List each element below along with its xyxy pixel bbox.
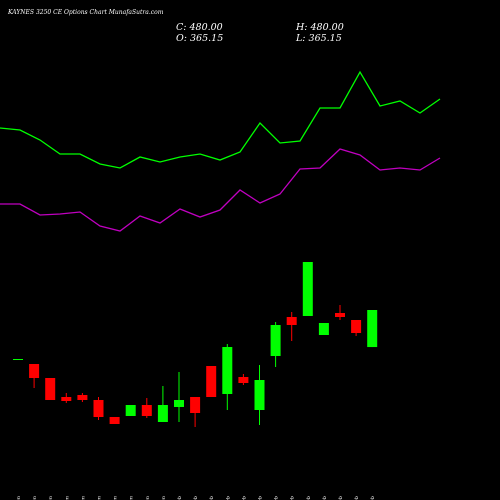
candle-body <box>157 405 168 422</box>
x-tick-label: 21 Jan <box>64 496 70 500</box>
x-tick-label: 10 Feb <box>274 496 280 500</box>
x-tick-label: 23 Jan <box>97 496 103 500</box>
x-tick-label: 06 Feb <box>241 496 247 500</box>
candle-body <box>335 313 345 317</box>
x-tick-label: 12 Feb <box>306 496 312 500</box>
candle-body <box>238 377 249 383</box>
x-tick-label: 01 Feb <box>177 496 183 500</box>
x-tick-label: 20 Jan <box>48 496 54 500</box>
x-tick-label: 28 Jan <box>129 496 135 500</box>
x-tick-label: 30 Jan <box>161 496 167 500</box>
x-tick-label: 07 Feb <box>258 496 264 500</box>
x-tick-label: 27 Jan <box>113 496 119 500</box>
x-tick-label: 18 Feb <box>370 496 376 500</box>
x-tick-label: 16 Jan <box>16 496 22 500</box>
candle-body <box>302 262 313 316</box>
ohlc-high: H: 480.00 <box>295 22 344 33</box>
x-tick-label: 11 Feb <box>290 496 296 500</box>
candle-body <box>174 400 184 407</box>
candle-body <box>206 366 217 397</box>
candle-body <box>254 380 265 410</box>
candle-body <box>270 325 281 356</box>
candle-body <box>351 320 362 333</box>
candle-body <box>125 405 136 416</box>
x-tick-label: 03 Feb <box>193 496 199 500</box>
candle-body <box>367 310 378 348</box>
ohlc-close: C: 480.00 <box>176 22 223 33</box>
candle-body <box>141 405 152 416</box>
candle-body <box>318 323 329 335</box>
x-tick-label: 22 Jan <box>80 496 86 500</box>
candle-body <box>61 397 72 401</box>
ohlc-open: O: 365.15 <box>176 33 223 44</box>
candle-body <box>190 397 201 413</box>
x-tick-label: 17 Jan <box>32 496 38 500</box>
candle-body <box>109 417 120 424</box>
candle-body <box>222 347 233 394</box>
indicator-line <box>0 70 441 169</box>
ohlc-low: L: 365.15 <box>295 33 342 44</box>
candle-body <box>29 364 40 378</box>
candle-body <box>93 400 104 417</box>
x-tick-label: 05 Feb <box>225 496 231 500</box>
x-tick-label: 04 Feb <box>209 496 215 500</box>
candle-body <box>13 359 23 360</box>
x-tick-label: 29 Jan <box>145 496 151 500</box>
candle-body <box>45 378 56 400</box>
chart-title: KAYNES 3250 CE Options Chart MunafaSutra… <box>7 9 164 16</box>
x-tick-label: 13 Feb <box>322 496 328 500</box>
candle-body <box>286 317 297 325</box>
indicator-line <box>0 148 441 232</box>
x-tick-label: 14 Feb <box>338 496 344 500</box>
x-tick-label: 17 Feb <box>354 496 360 500</box>
candle-body <box>77 395 88 400</box>
